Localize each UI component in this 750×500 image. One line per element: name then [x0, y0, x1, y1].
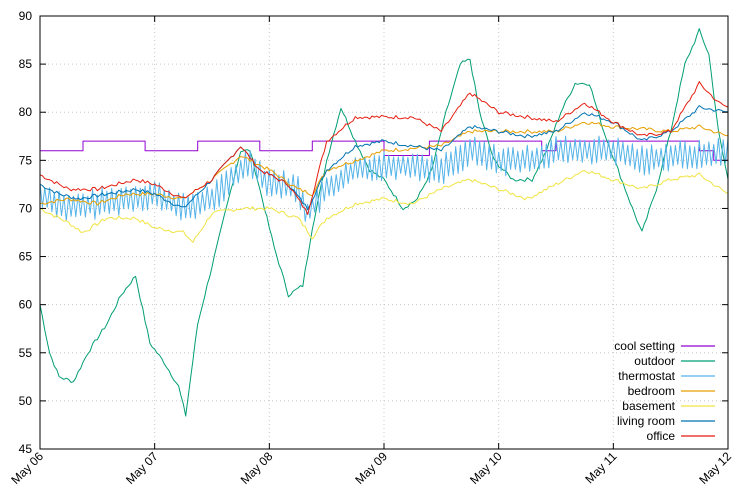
y-tick-label: 85	[19, 57, 33, 71]
grid-lines	[39, 15, 729, 450]
series-line-outdoor	[39, 28, 729, 417]
y-tick-label: 80	[19, 105, 33, 119]
y-tick-label: 50	[19, 394, 33, 408]
legend-label-basement: basement	[622, 399, 675, 413]
y-axis-tick-labels: 45 50 55 60 65 70 75 80 85 90	[19, 9, 33, 456]
y-tick-label: 60	[19, 298, 33, 312]
legend-label-thermostat: thermostat	[618, 369, 675, 383]
x-axis-tick-labels: May 06 May 07 May 08 May 09 May 10 May 11 May …	[8, 449, 734, 487]
x-tick-label: May 10	[467, 449, 505, 487]
y-tick-label: 70	[19, 201, 33, 215]
legend-label-outdoor: outdoor	[634, 354, 675, 368]
series-line-thermostat	[39, 135, 729, 222]
legend: cool settingoutdoorthermostatbedroombase…	[614, 339, 715, 443]
x-tick-label: May 07	[123, 449, 161, 487]
x-tick-label: May 12	[696, 449, 734, 487]
legend-label-cool-setting: cool setting	[614, 339, 675, 353]
axis-ticks	[39, 15, 729, 450]
legend-label-living-room: living room	[617, 414, 675, 428]
x-tick-label: May 11	[582, 449, 619, 486]
y-tick-label: 65	[19, 250, 33, 264]
y-tick-label: 45	[19, 442, 33, 456]
x-tick-label: May 08	[238, 449, 276, 487]
series-lines	[39, 28, 729, 417]
y-tick-label: 90	[19, 9, 33, 23]
series-line-office	[39, 81, 729, 215]
y-tick-label: 55	[19, 346, 33, 360]
y-tick-label: 75	[19, 153, 33, 167]
series-line-basement	[39, 170, 729, 243]
x-tick-label: May 09	[352, 449, 390, 487]
legend-label-bedroom: bedroom	[628, 384, 675, 398]
legend-label-office: office	[647, 429, 676, 443]
